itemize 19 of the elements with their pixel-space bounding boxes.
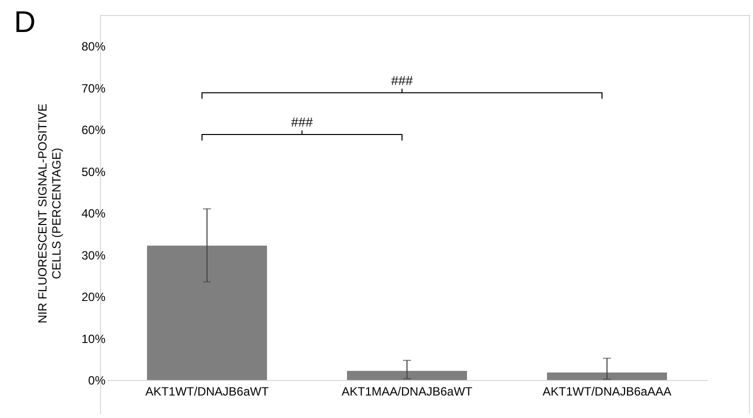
- y-tick-label: 60%: [81, 123, 106, 137]
- y-tick-label: 40%: [81, 206, 106, 220]
- annotation: ###: [291, 114, 314, 130]
- y-tick-label: 70%: [81, 81, 106, 96]
- x-tick-label: AKT1WT/DNAJB6aAAA: [542, 384, 672, 398]
- y-tick-label: 0%: [88, 374, 106, 388]
- y-tick-label: 10%: [81, 332, 106, 346]
- x-tick-label: AKT1WT/DNAJB6aWT: [145, 384, 270, 398]
- x-tick-label: AKT1MAA/DNAJB6aWT: [342, 384, 474, 398]
- text: D: [14, 6, 36, 40]
- y-tick-label: 80%: [81, 40, 106, 54]
- y-tick-label: 50%: [81, 164, 106, 179]
- bar: [547, 372, 667, 380]
- bar: [147, 246, 267, 380]
- y-tick-label: 30%: [81, 248, 106, 262]
- y-tick-label: 20%: [81, 290, 106, 304]
- bar: [347, 370, 467, 380]
- annotation: ###: [391, 72, 414, 88]
- y-axis-title: NIR FLUORESCENT SIGNAL-POSITIVE CELLS (PERCENTAGE): [35, 104, 64, 324]
